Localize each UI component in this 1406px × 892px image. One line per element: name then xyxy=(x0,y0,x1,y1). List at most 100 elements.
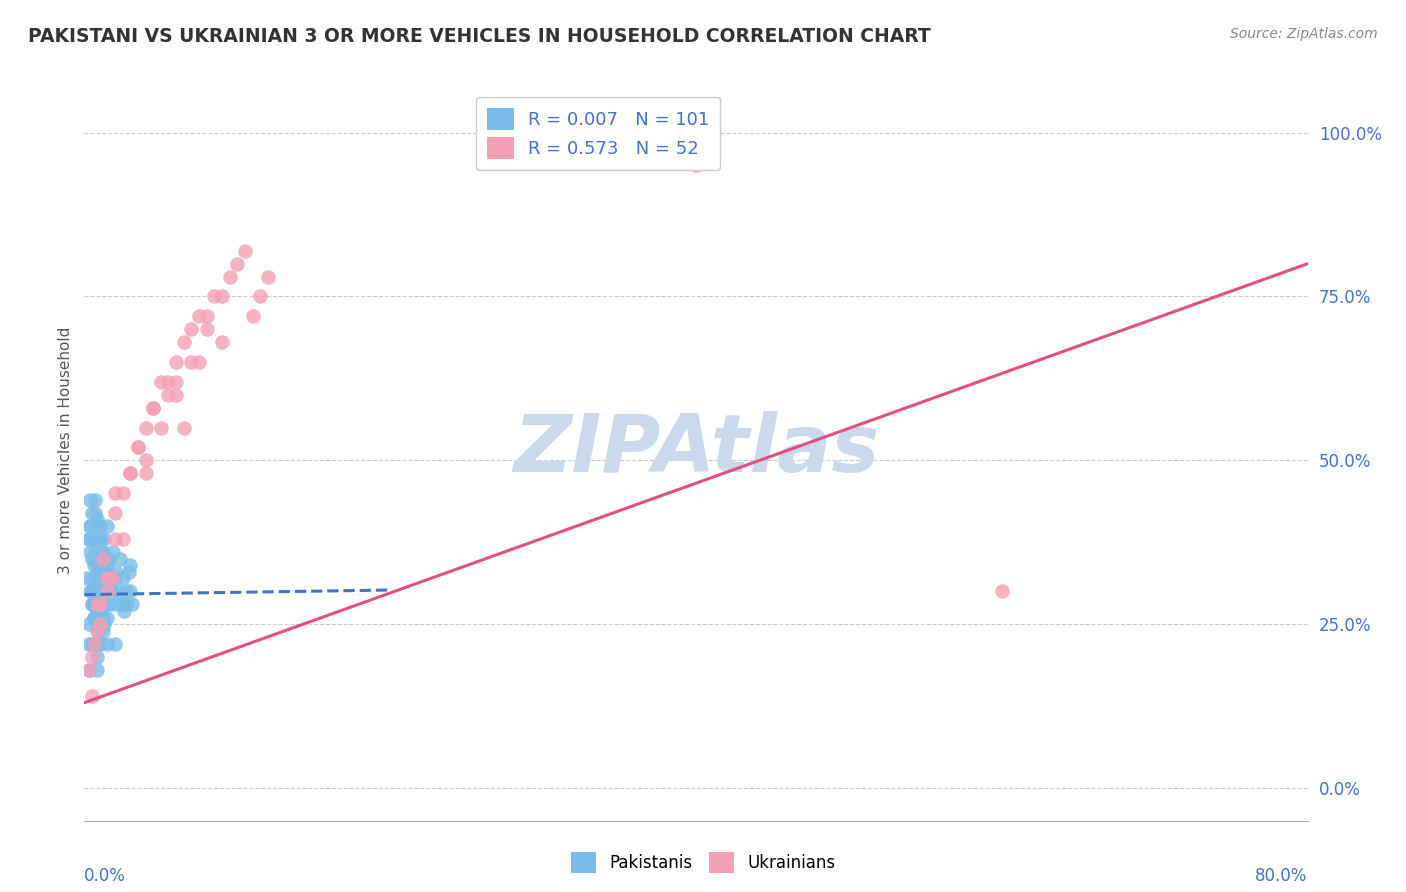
Text: 80.0%: 80.0% xyxy=(1256,866,1308,885)
Point xyxy=(83,551,105,566)
Point xyxy=(77,637,100,651)
Text: PAKISTANI VS UKRAINIAN 3 OR MORE VEHICLES IN HOUSEHOLD CORRELATION CHART: PAKISTANI VS UKRAINIAN 3 OR MORE VEHICLE… xyxy=(28,27,931,45)
Point xyxy=(79,545,101,559)
Point xyxy=(91,545,114,559)
Point xyxy=(120,467,142,481)
Point xyxy=(108,551,131,566)
Point xyxy=(90,558,112,573)
Point xyxy=(991,584,1014,599)
Point xyxy=(96,571,118,585)
Point xyxy=(91,584,114,599)
Point xyxy=(89,571,111,585)
Point xyxy=(104,571,127,585)
Point xyxy=(97,551,120,566)
Point xyxy=(195,309,218,323)
Point xyxy=(87,624,110,638)
Point xyxy=(104,637,127,651)
Point xyxy=(173,335,195,350)
Point xyxy=(211,335,233,350)
Point xyxy=(96,518,118,533)
Point xyxy=(149,420,172,434)
Point xyxy=(104,532,127,546)
Point xyxy=(120,584,142,599)
Point xyxy=(89,617,111,632)
Point xyxy=(83,598,105,612)
Point xyxy=(86,571,108,585)
Point xyxy=(90,598,112,612)
Point xyxy=(114,584,136,599)
Point xyxy=(120,558,142,573)
Point xyxy=(165,375,187,389)
Point xyxy=(89,518,111,533)
Point xyxy=(111,486,134,500)
Point xyxy=(121,598,143,612)
Point xyxy=(135,420,157,434)
Point xyxy=(93,584,115,599)
Point xyxy=(104,598,127,612)
Point xyxy=(90,591,112,605)
Point xyxy=(86,565,108,579)
Point xyxy=(83,637,105,651)
Point xyxy=(80,551,103,566)
Point xyxy=(83,532,105,546)
Point xyxy=(83,584,105,599)
Point xyxy=(80,649,103,664)
Point xyxy=(84,492,107,507)
Point xyxy=(94,598,117,612)
Point xyxy=(89,598,111,612)
Point xyxy=(111,532,134,546)
Point xyxy=(86,604,108,618)
Point xyxy=(226,257,249,271)
Point xyxy=(103,545,125,559)
Point xyxy=(96,558,118,573)
Point xyxy=(86,637,108,651)
Point xyxy=(188,309,211,323)
Point xyxy=(84,532,107,546)
Point xyxy=(93,532,115,546)
Point xyxy=(91,610,114,624)
Point xyxy=(233,244,256,258)
Legend: R = 0.007   N = 101, R = 0.573   N = 52: R = 0.007 N = 101, R = 0.573 N = 52 xyxy=(475,96,720,169)
Point xyxy=(218,269,240,284)
Point xyxy=(107,584,129,599)
Point xyxy=(115,598,138,612)
Point xyxy=(87,551,110,566)
Point xyxy=(80,571,103,585)
Point xyxy=(142,401,165,415)
Point xyxy=(76,571,98,585)
Point xyxy=(249,289,271,303)
Point xyxy=(86,663,108,677)
Point xyxy=(90,598,112,612)
Point xyxy=(90,584,112,599)
Point xyxy=(93,617,115,632)
Point xyxy=(80,506,103,520)
Point xyxy=(94,565,117,579)
Point xyxy=(101,571,124,585)
Point xyxy=(84,545,107,559)
Point xyxy=(83,610,105,624)
Point xyxy=(165,388,187,402)
Point xyxy=(685,158,707,172)
Point xyxy=(89,558,111,573)
Point xyxy=(77,663,100,677)
Point xyxy=(180,322,202,336)
Point xyxy=(195,322,218,336)
Point xyxy=(101,584,124,599)
Point xyxy=(173,420,195,434)
Point xyxy=(83,637,105,651)
Point xyxy=(86,518,108,533)
Point xyxy=(104,486,127,500)
Point xyxy=(91,624,114,638)
Point xyxy=(211,289,233,303)
Point xyxy=(86,512,108,526)
Point xyxy=(86,598,108,612)
Point xyxy=(97,598,120,612)
Legend: Pakistanis, Ukrainians: Pakistanis, Ukrainians xyxy=(564,846,842,880)
Text: ZIPAtlas: ZIPAtlas xyxy=(513,411,879,490)
Point xyxy=(135,453,157,467)
Point xyxy=(80,598,103,612)
Point xyxy=(84,610,107,624)
Point xyxy=(80,584,103,599)
Point xyxy=(118,565,141,579)
Point xyxy=(157,375,180,389)
